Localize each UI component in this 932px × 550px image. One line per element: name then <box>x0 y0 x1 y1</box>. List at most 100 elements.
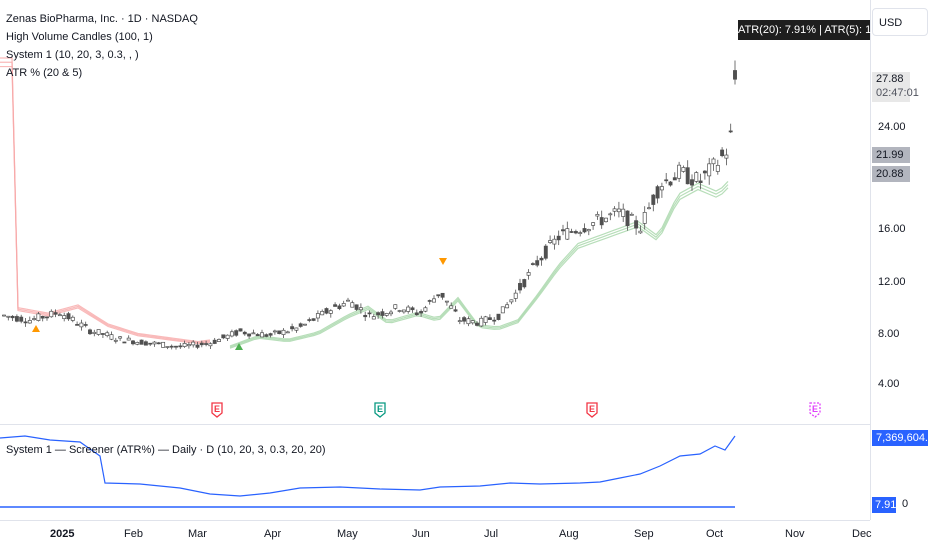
candle-body <box>66 313 71 320</box>
candle-body <box>586 229 591 232</box>
price-tag-b: 20.88 <box>872 166 910 182</box>
candle-body <box>509 299 514 303</box>
candle-body <box>724 154 729 159</box>
earnings-marker-icon[interactable]: E <box>374 402 386 418</box>
candle-body <box>522 279 527 288</box>
time-label: Jun <box>412 528 430 540</box>
candle-body <box>70 316 75 321</box>
indicator-line <box>0 435 736 497</box>
candle-body <box>217 339 221 342</box>
candle-body <box>483 316 488 323</box>
candle-body <box>341 303 346 307</box>
candle-body <box>118 336 123 339</box>
candle-body <box>36 313 41 321</box>
candle-body <box>681 167 686 172</box>
candle-body <box>45 316 49 319</box>
study-high-volume-candles[interactable]: High Volume Candles (100, 1) <box>6 31 153 43</box>
candle-body <box>475 322 479 326</box>
candle-body <box>75 324 80 326</box>
candle-body <box>23 321 28 324</box>
candle-body <box>100 333 105 335</box>
candle-body <box>462 317 467 322</box>
candle-body <box>556 235 561 241</box>
candle-body <box>380 311 385 316</box>
candle-body <box>591 222 596 226</box>
candle-body <box>238 328 243 332</box>
candle-body <box>264 334 269 337</box>
candle-body <box>664 179 669 182</box>
candle-body <box>552 238 557 245</box>
candle-body <box>535 260 540 266</box>
indicator-chart[interactable] <box>0 426 870 518</box>
earnings-marker-icon[interactable]: E <box>211 402 223 418</box>
candle-body <box>148 342 153 345</box>
candle-body <box>174 345 178 348</box>
symbol-title[interactable]: Zenas BioPharma, Inc. · 1D · NASDAQ <box>6 13 198 25</box>
study-system-1[interactable]: System 1 (10, 20, 3, 0.3, , ) <box>6 49 139 61</box>
candle-body <box>500 306 505 314</box>
currency-button[interactable]: USD <box>872 8 928 36</box>
candle-body <box>212 339 217 344</box>
candle-body <box>247 333 252 337</box>
candle-body <box>384 313 389 316</box>
candle-body <box>655 186 660 199</box>
candle-body <box>10 315 15 319</box>
sell-signal-icon <box>439 258 447 265</box>
last-price-value: 27.88 <box>876 73 904 85</box>
chart-legend: Zenas BioPharma, Inc. · 1D · NASDAQ High… <box>6 10 198 82</box>
candle-body <box>328 310 333 314</box>
moving-average-line <box>229 187 729 349</box>
candle-body <box>135 342 140 345</box>
price-label-4: 4.00 <box>878 378 900 390</box>
candle-body <box>122 341 127 344</box>
ma-band-red <box>0 57 211 345</box>
study-atr-percent[interactable]: ATR % (20 & 5) <box>6 67 83 79</box>
candle-body <box>492 319 497 322</box>
price-chart[interactable] <box>0 0 870 424</box>
candle-body <box>668 181 673 186</box>
candle-body <box>27 320 32 324</box>
candle-body <box>496 313 501 320</box>
candle-body <box>410 307 415 311</box>
candle-body <box>358 307 363 311</box>
candle-body <box>573 231 578 234</box>
moving-average-line <box>0 61 211 344</box>
time-label: Dec <box>852 528 872 540</box>
candle-body <box>651 194 656 205</box>
earnings-marker-icon[interactable]: E <box>586 402 598 418</box>
candle-body <box>565 228 570 240</box>
atr-readout: ATR(20): 7.91% | ATR(5): 12.75% <box>738 20 902 40</box>
candle-body <box>79 322 84 328</box>
candle-body <box>161 341 166 348</box>
pane-divider[interactable] <box>0 424 870 425</box>
candle-body <box>169 345 174 348</box>
candle-body <box>548 240 553 243</box>
candle-body <box>526 272 531 276</box>
candle-body <box>530 263 535 265</box>
time-label: Jul <box>484 528 499 540</box>
candle-body <box>88 329 92 335</box>
candle-body <box>208 343 213 347</box>
earnings-marker-icon[interactable]: E <box>809 402 821 418</box>
indicator-label[interactable]: System 1 — Screener (ATR%) — Daily · D (… <box>6 444 326 456</box>
candle-body <box>376 312 381 316</box>
time-label: 2025 <box>50 528 75 540</box>
candle-body <box>595 214 600 217</box>
time-label: Feb <box>124 528 143 540</box>
candle-body <box>642 212 647 224</box>
candle-body <box>634 220 639 229</box>
candle-body <box>371 316 376 320</box>
candle-body <box>333 304 338 307</box>
time-label: May <box>337 528 358 540</box>
candle-body <box>113 339 118 342</box>
candle-body <box>2 314 6 317</box>
candle-body <box>195 344 200 348</box>
candle-body <box>105 332 110 337</box>
candle-body <box>647 207 651 210</box>
candle-body <box>298 323 303 327</box>
candle-body <box>182 343 187 347</box>
candle-body <box>350 302 355 308</box>
indicator-value-tag-2: 7.91 <box>872 497 896 513</box>
candle-body <box>690 179 694 186</box>
candle-body <box>242 331 247 335</box>
